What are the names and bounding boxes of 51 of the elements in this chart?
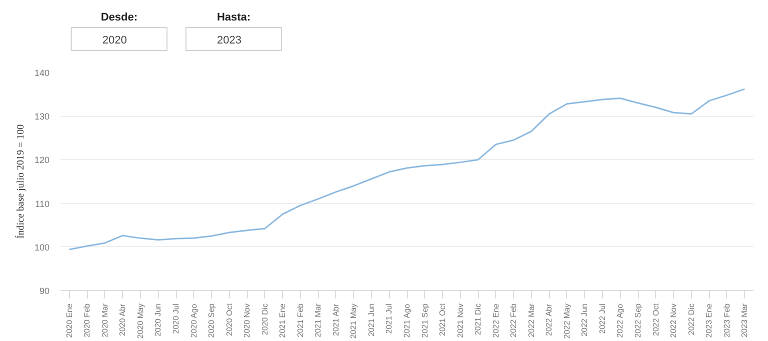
text: 2020 — [102, 34, 127, 46]
x-tick-label: 2022 Ene — [491, 302, 500, 338]
x-tick-label: 2023 Feb — [722, 302, 732, 338]
x-tick-label: 2020 Abr — [118, 304, 128, 336]
x-tick-label: 2020 Jul — [172, 303, 180, 334]
y-tick-label: 140 — [34, 68, 50, 78]
x-tick-label: 2020 Ago — [189, 303, 198, 338]
x-tick-label: 2022 Dic — [686, 303, 696, 336]
x-tick-label: 2021 Sep — [420, 302, 430, 338]
x-tick-label: 2020 Feb — [82, 302, 92, 338]
y-tick-label: 110 — [35, 198, 50, 209]
x-tick-label: 2021 May — [349, 303, 358, 339]
x-tick-label: 2022 Sep — [634, 302, 642, 338]
x-tick-label: 2022 Nov — [669, 303, 678, 338]
text: Hasta: — [216, 12, 251, 24]
x-tick-label: 2020 Jun — [154, 303, 163, 336]
x-tick-label: 2020 Mar — [100, 303, 110, 338]
x-tick-label: 2023 Ene — [704, 302, 714, 338]
x-tick-label: 2021 Mar — [314, 303, 323, 338]
x-tick-label: 2022 Feb — [509, 302, 518, 338]
y-tick-label: 90 — [39, 286, 50, 296]
y-tick-label: 100 — [34, 242, 50, 252]
y-tick-label: 130 — [34, 112, 50, 122]
x-tick-label: 2021 Jul — [384, 303, 394, 334]
text: Desde: — [100, 12, 138, 24]
x-tick-label: 2022 Jul — [598, 303, 607, 334]
x-tick-label: 2021 Abr — [331, 304, 340, 336]
line-series — [68, 88, 746, 250]
x-tick-label: 2021 Feb — [296, 302, 305, 338]
x-tick-label: 2020 Sep — [207, 302, 216, 338]
x-tick-label: 2022 Mar — [526, 303, 536, 338]
x-tick-label: 2022 Abr — [544, 304, 554, 336]
x-tick-label: 2020 Oct — [224, 302, 234, 336]
x-tick-label: 2021 Nov — [456, 303, 465, 338]
x-tick-label: 2023 Mar — [740, 303, 750, 338]
text: 2023 — [217, 34, 242, 46]
x-tick-label: 2022 May — [562, 303, 572, 339]
x-tick-label: 2021 Jun — [366, 303, 376, 336]
x-tick-label: 2020 May — [136, 303, 145, 339]
y-axis-title: Índice base julio 2019 = 100 — [14, 124, 26, 239]
x-tick-label: 2022 Ago — [616, 303, 625, 338]
x-tick-label: 2021 Dic — [474, 303, 483, 336]
x-tick-label: 2020 Dic — [260, 303, 270, 336]
x-tick-label: 2022 Oct — [651, 302, 660, 336]
x-tick-label: 2021 Ago — [402, 303, 412, 338]
y-tick-label: 120 — [34, 155, 50, 166]
x-tick-label: 2021 Ene — [278, 302, 288, 338]
x-tick-label: 2021 Oct — [438, 302, 448, 336]
x-tick-label: 2020 Ene — [64, 302, 74, 338]
x-tick-label: 2020 Nov — [242, 303, 252, 338]
x-tick-label: 2022 Jun — [580, 303, 590, 336]
